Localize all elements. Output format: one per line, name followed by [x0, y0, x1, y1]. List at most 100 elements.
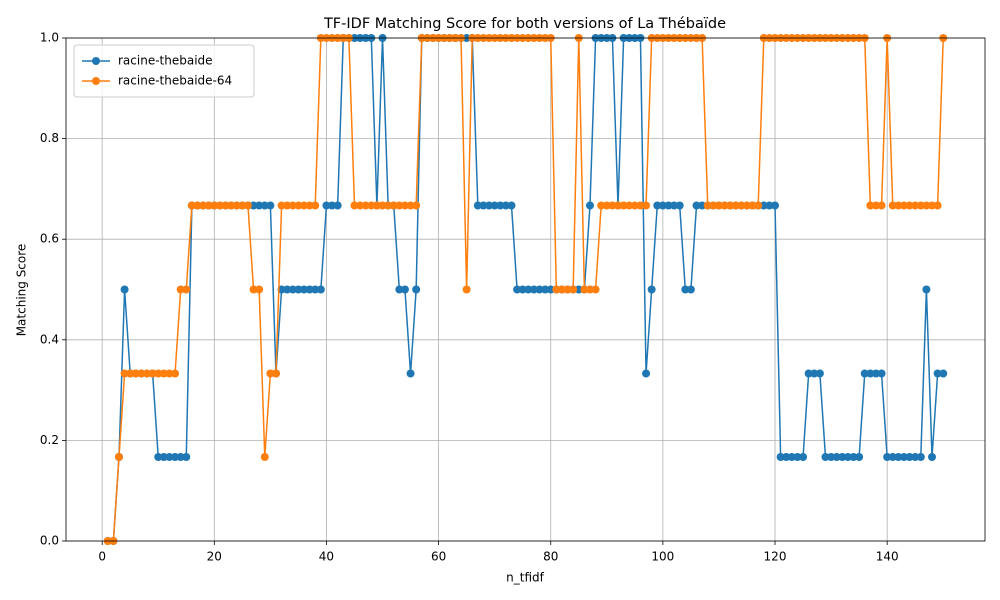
data-point [585, 201, 594, 210]
data-point [255, 201, 264, 210]
data-point [804, 369, 813, 378]
data-point [372, 201, 381, 210]
data-point [249, 285, 258, 294]
data-point [204, 201, 213, 210]
data-point [580, 285, 589, 294]
data-point [406, 201, 415, 210]
data-point [120, 369, 129, 378]
data-point [131, 369, 140, 378]
data-point [709, 201, 718, 210]
data-point [462, 285, 471, 294]
legend: racine-thebaide racine-thebaide-64 [73, 44, 255, 98]
data-point [496, 201, 505, 210]
data-point [266, 369, 275, 378]
data-point [883, 452, 892, 461]
data-point [249, 201, 258, 210]
data-point [916, 201, 925, 210]
data-point [827, 452, 836, 461]
data-point [754, 201, 763, 210]
data-point [473, 201, 482, 210]
data-point [182, 452, 191, 461]
x-tick-label: 80 [543, 550, 558, 564]
data-point [546, 285, 555, 294]
data-point [260, 201, 269, 210]
data-point [513, 285, 522, 294]
data-point [479, 201, 488, 210]
data-point [395, 285, 404, 294]
data-point [148, 369, 157, 378]
data-point [210, 201, 219, 210]
data-point [653, 201, 662, 210]
data-point [333, 201, 342, 210]
data-point [658, 201, 667, 210]
data-point [843, 452, 852, 461]
data-point [305, 285, 314, 294]
data-point [316, 285, 325, 294]
data-point [266, 201, 275, 210]
data-point [642, 369, 651, 378]
data-point [630, 201, 639, 210]
x-tick-label: 40 [319, 550, 334, 564]
data-point [507, 201, 516, 210]
data-point [782, 452, 791, 461]
data-point [647, 285, 656, 294]
data-point [238, 201, 247, 210]
data-point [350, 201, 359, 210]
data-point [793, 452, 802, 461]
data-point [490, 201, 499, 210]
data-point [670, 201, 679, 210]
data-point [574, 285, 583, 294]
data-point [871, 201, 880, 210]
x-tick-label: 140 [876, 550, 899, 564]
data-point [905, 452, 914, 461]
data-point [928, 452, 937, 461]
data-point [524, 285, 533, 294]
data-point [916, 452, 925, 461]
data-point [608, 201, 617, 210]
data-point [928, 201, 937, 210]
data-point [563, 285, 572, 294]
data-point [114, 452, 123, 461]
y-tick-label: 0.8 [40, 131, 59, 145]
data-point [922, 201, 931, 210]
data-point [894, 452, 903, 461]
y-tick-label: 0.6 [40, 232, 59, 246]
data-point [227, 201, 236, 210]
data-point [193, 201, 202, 210]
data-point [731, 201, 740, 210]
data-point [199, 201, 208, 210]
data-point [294, 285, 303, 294]
data-point [692, 201, 701, 210]
data-point [765, 201, 774, 210]
data-point [412, 201, 421, 210]
data-point [939, 369, 948, 378]
x-tick-label: 60 [431, 550, 446, 564]
data-point [664, 201, 673, 210]
data-point [176, 285, 185, 294]
data-point [283, 201, 292, 210]
data-point [300, 201, 309, 210]
data-point [675, 201, 684, 210]
data-point [742, 201, 751, 210]
data-point [501, 201, 510, 210]
legend-marker [92, 77, 100, 85]
data-point [821, 452, 830, 461]
data-point [810, 369, 819, 378]
data-point [137, 369, 146, 378]
data-point [389, 201, 398, 210]
data-point [311, 285, 320, 294]
data-point [328, 201, 337, 210]
data-point [271, 369, 280, 378]
data-point [361, 201, 370, 210]
data-point [720, 201, 729, 210]
data-point [176, 452, 185, 461]
data-point [120, 285, 129, 294]
data-point [518, 285, 527, 294]
data-point [799, 452, 808, 461]
y-tick-label: 1.0 [40, 31, 59, 45]
data-point [911, 452, 920, 461]
data-point [283, 285, 292, 294]
data-point [888, 201, 897, 210]
data-point [849, 452, 858, 461]
data-point [143, 369, 152, 378]
